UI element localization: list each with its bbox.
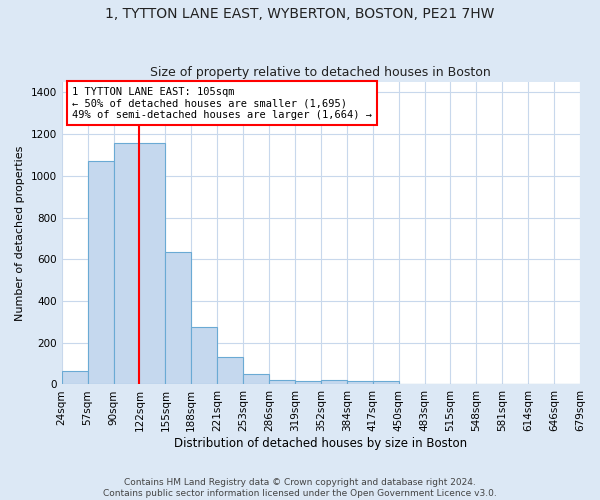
Bar: [295, 382, 321, 384]
Bar: [217, 358, 243, 384]
X-axis label: Distribution of detached houses by size in Boston: Distribution of detached houses by size …: [174, 437, 467, 450]
Bar: [269, 380, 295, 384]
Bar: [321, 380, 347, 384]
Bar: [62, 371, 88, 384]
Y-axis label: Number of detached properties: Number of detached properties: [15, 146, 25, 321]
Bar: [191, 327, 217, 384]
Bar: [347, 382, 373, 384]
Bar: [113, 142, 139, 384]
Text: Contains HM Land Registry data © Crown copyright and database right 2024.
Contai: Contains HM Land Registry data © Crown c…: [103, 478, 497, 498]
Bar: [243, 374, 269, 384]
Bar: [88, 162, 113, 384]
Text: 1, TYTTON LANE EAST, WYBERTON, BOSTON, PE21 7HW: 1, TYTTON LANE EAST, WYBERTON, BOSTON, P…: [106, 8, 494, 22]
Bar: [166, 252, 191, 384]
Title: Size of property relative to detached houses in Boston: Size of property relative to detached ho…: [151, 66, 491, 80]
Bar: [139, 142, 166, 384]
Text: 1 TYTTON LANE EAST: 105sqm
← 50% of detached houses are smaller (1,695)
49% of s: 1 TYTTON LANE EAST: 105sqm ← 50% of deta…: [72, 86, 372, 120]
Bar: [373, 382, 398, 384]
